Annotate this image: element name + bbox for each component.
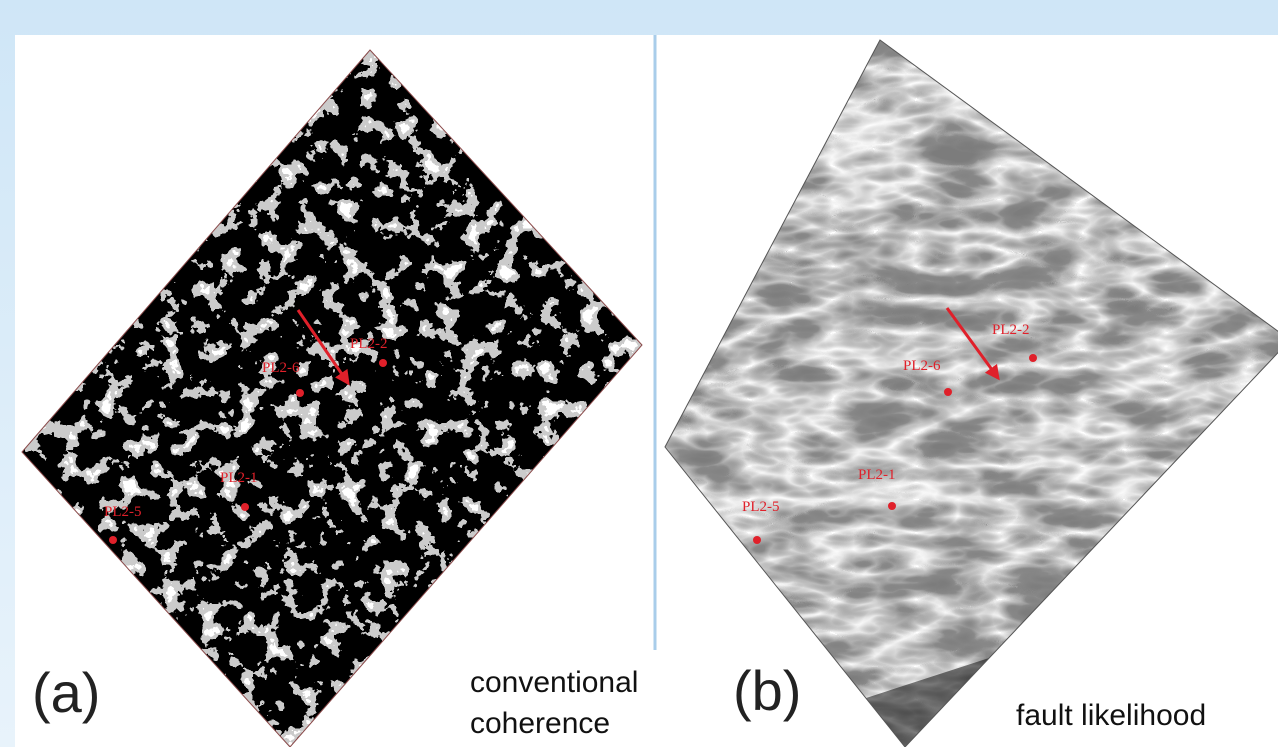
well-dot	[296, 389, 304, 397]
well-dot	[944, 388, 952, 396]
caption: conventional	[470, 666, 638, 699]
well-label: PL2-5	[742, 499, 780, 515]
well-label: PL2-1	[858, 467, 896, 483]
well-label: PL2-2	[992, 322, 1030, 338]
caption: fault likelihood	[1016, 699, 1206, 732]
well-label: PL2-1	[220, 470, 258, 486]
well-dot	[888, 502, 896, 510]
well-label: PL2-2	[350, 336, 388, 352]
panel-label: (b)	[733, 659, 801, 722]
well-dot	[109, 536, 117, 544]
well-dot	[379, 359, 387, 367]
well-dot	[753, 536, 761, 544]
well-label: PL2-6	[262, 360, 300, 376]
panel-label: (a)	[32, 661, 100, 724]
page: PL2-2 PL2-6 PL2-1 PL2-5 PL2-6 PL2-2 PL2-…	[0, 0, 1278, 747]
well-dot	[241, 503, 249, 511]
well-dot	[1029, 354, 1037, 362]
slide: PL2-2 PL2-6 PL2-1 PL2-5 PL2-6 PL2-2 PL2-…	[0, 0, 1278, 747]
caption: coherence	[470, 707, 610, 740]
well-label: PL2-6	[903, 358, 941, 374]
well-label: PL2-5	[104, 504, 142, 520]
